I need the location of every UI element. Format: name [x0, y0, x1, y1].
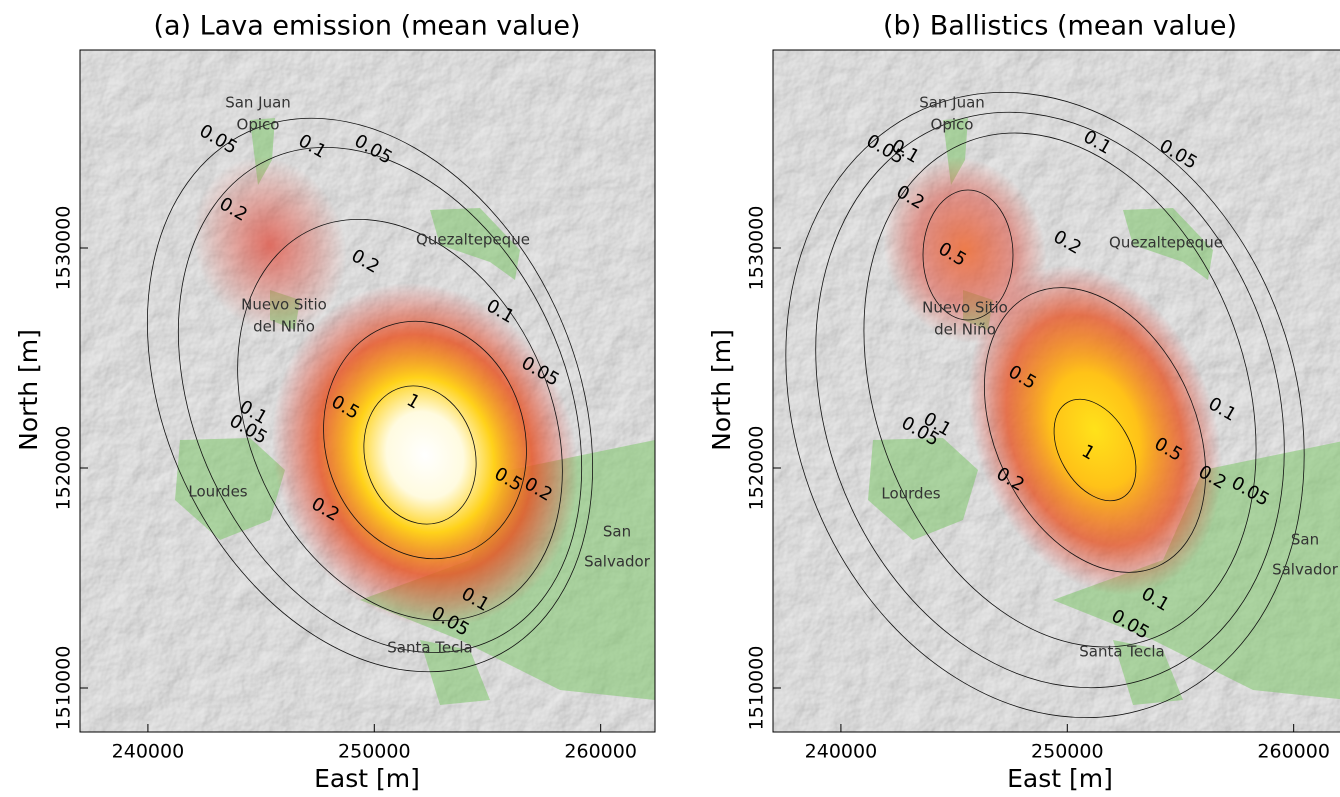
place-label: Quezaltepeque [416, 231, 530, 249]
place-label: San [1291, 531, 1319, 549]
place-label: Lourdes [188, 483, 247, 501]
y-axis-label: North [m] [14, 329, 43, 451]
x-tick-label: 260000 [564, 741, 637, 763]
page: {"panels": [ {"title": "(a) Lava emissio… [0, 0, 1340, 797]
place-label: Salvador [584, 553, 651, 571]
x-axis-label: East [m] [1007, 764, 1113, 793]
x-tick-label: 250000 [338, 741, 411, 763]
map-area: San Juan Opico Quezaltepeque Nuevo Sitio del… [701, 19, 1340, 791]
y-tick-label: 1520000 [53, 426, 75, 511]
y-tick-label: 1510000 [53, 646, 75, 731]
place-label: del Niño [934, 321, 996, 339]
y-tick-label: 1510000 [746, 646, 768, 731]
place-label: Quezaltepeque [1109, 234, 1223, 252]
place-label: San Juan [225, 94, 291, 112]
x-tick-label: 250000 [1031, 741, 1104, 763]
place-label: San Juan [919, 94, 985, 112]
x-tick-label: 260000 [1257, 741, 1330, 763]
place-label: Nuevo Sitio [922, 299, 1008, 317]
panel-title: (b) Ballistics (mean value) [883, 11, 1237, 42]
y-tick-label: 1530000 [53, 206, 75, 291]
place-label: Salvador [1272, 561, 1339, 579]
place-label: del Niño [253, 318, 315, 336]
map-panel: San Juan Opico Quezaltepeque Nuevo Sitio del… [14, 11, 678, 794]
place-label: Santa Tecla [387, 639, 473, 657]
x-tick-label: 240000 [805, 741, 878, 763]
x-axis-label: East [m] [314, 764, 420, 793]
panel-title: (a) Lava emission (mean value) [153, 11, 580, 42]
place-label: Opico [931, 116, 974, 134]
x-tick-label: 240000 [112, 741, 185, 763]
place-label: Nuevo Sitio [241, 296, 327, 314]
map-area: San Juan Opico Quezaltepeque Nuevo Sitio del… [62, 46, 679, 745]
place-label: Opico [237, 116, 280, 134]
y-axis-label: North [m] [707, 329, 736, 451]
place-label: Santa Tecla [1079, 643, 1165, 661]
place-label: San [603, 523, 631, 541]
y-tick-label: 1520000 [746, 426, 768, 511]
place-label: Lourdes [881, 485, 940, 503]
y-tick-label: 1530000 [746, 206, 768, 291]
map-panel: San Juan Opico Quezaltepeque Nuevo Sitio del… [701, 11, 1340, 794]
figure: San Juan Opico Quezaltepeque Nuevo Sitio del… [0, 0, 1340, 797]
